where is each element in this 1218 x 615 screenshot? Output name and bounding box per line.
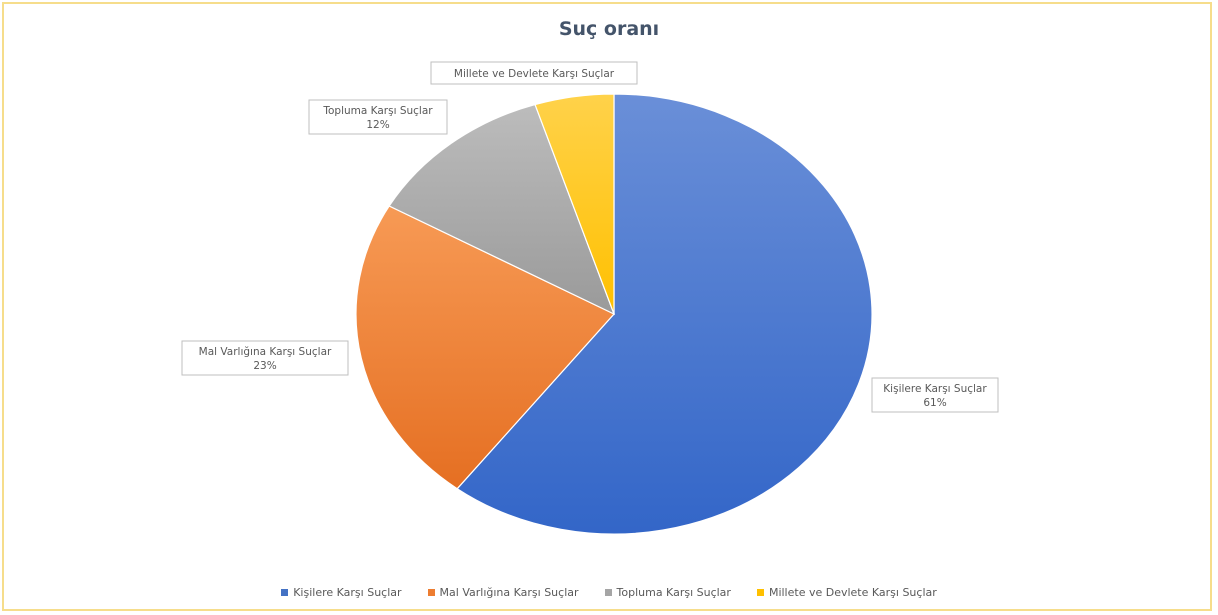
legend-swatch — [604, 589, 612, 596]
data-label-3: Topluma Karşı Suçlar 12% — [308, 99, 448, 135]
pie-slice-4 — [534, 93, 615, 315]
legend-item-4: Millete ve Devlete Karşı Suçlar — [756, 586, 937, 599]
legend-swatch — [281, 589, 289, 596]
legend-label: Topluma Karşı Suçlar — [616, 586, 731, 599]
data-label-name: Mal Varlığına Karşı Suçlar — [199, 346, 332, 358]
pie-slice-2 — [355, 205, 615, 490]
legend-item-3: Topluma Karşı Suçlar — [604, 586, 731, 599]
data-label-name: Millete ve Devlete Karşı Suçlar — [454, 68, 615, 80]
data-label-1: Kişilere Karşı Suçlar 61% — [871, 377, 999, 413]
legend-swatch — [756, 589, 764, 596]
legend: Kişilere Karşı Suçlar Mal Varlığına Karşı… — [0, 586, 1218, 599]
data-label-value: 23% — [253, 360, 276, 372]
legend-item-1: Kişilere Karşı Suçlar — [281, 586, 402, 599]
data-label-2: Mal Varlığına Karşı Suçlar 23% — [181, 340, 349, 376]
data-label-value: 61% — [923, 397, 946, 409]
legend-swatch — [427, 589, 435, 596]
pie-slice-1 — [456, 93, 873, 535]
legend-label: Kişilere Karşı Suçlar — [293, 586, 402, 599]
data-label-4: Millete ve Devlete Karşı Suçlar — [430, 61, 638, 85]
chart-title: Suç oranı — [558, 18, 660, 40]
legend-item-2: Mal Varlığına Karşı Suçlar — [427, 586, 579, 599]
legend-label: Millete ve Devlete Karşı Suçlar — [768, 586, 937, 599]
data-label-name: Topluma Karşı Suçlar — [322, 105, 433, 117]
legend-label: Mal Varlığına Karşı Suçlar — [439, 586, 579, 599]
pie-slice-3 — [388, 103, 616, 316]
data-label-value: 12% — [366, 119, 389, 131]
data-label-name: Kişilere Karşı Suçlar — [883, 383, 987, 395]
